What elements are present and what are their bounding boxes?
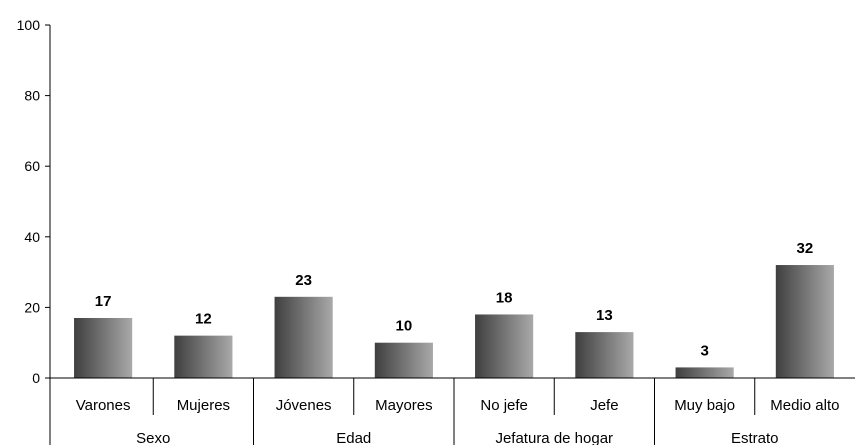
bar: [174, 335, 233, 378]
x-axis: Varones Mujeres Jóvenes Mayores No jefe Jefe M…: [49, 377, 855, 445]
x-tick-label: Mujeres: [177, 397, 230, 414]
y-tick-label: 20: [24, 299, 40, 315]
y-tick-label: 0: [32, 370, 40, 386]
y-tick-label: 80: [24, 88, 40, 104]
x-tick-label: Mayores: [375, 397, 433, 414]
bar: [74, 317, 133, 378]
data-label: 10: [396, 318, 413, 335]
bars: 17 12 23 10 18 13 3 32: [74, 240, 834, 378]
bar: [775, 265, 834, 378]
x-group-label: Sexo: [136, 430, 170, 445]
bar: [374, 342, 433, 378]
x-tick-label: Jefe: [590, 397, 618, 414]
bar: [274, 296, 333, 378]
y-tick-label: 100: [17, 17, 41, 33]
data-label: 3: [700, 342, 708, 359]
y-tick-label: 40: [24, 229, 40, 245]
data-label: 17: [95, 293, 112, 310]
data-label: 13: [596, 307, 613, 324]
bar: [575, 332, 634, 378]
x-tick-label: Jóvenes: [276, 397, 332, 414]
x-tick-label: Medio alto: [770, 397, 839, 414]
x-group-label: Jefatura de hogar: [495, 430, 613, 445]
bar: [675, 367, 734, 378]
data-label: 32: [797, 240, 814, 257]
bar: [475, 314, 534, 378]
x-tick-label: Muy bajo: [674, 397, 735, 414]
x-group-label: Edad: [336, 430, 371, 445]
x-tick-label: Varones: [76, 397, 131, 414]
x-tick-label: No jefe: [480, 397, 528, 414]
data-label: 12: [195, 311, 212, 328]
y-axis: 0 20 40 60 80 100: [17, 17, 51, 386]
data-label: 18: [496, 289, 513, 306]
data-label: 23: [295, 272, 312, 289]
x-group-label: Estrato: [731, 430, 779, 445]
y-tick-label: 60: [24, 158, 40, 174]
